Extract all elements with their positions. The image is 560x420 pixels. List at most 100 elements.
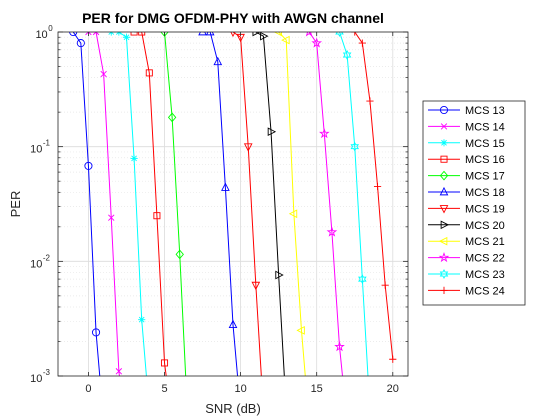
chart-title: PER for DMG OFDM-PHY with AWGN channel xyxy=(82,10,384,26)
data-point-marker xyxy=(358,39,366,47)
data-point-marker xyxy=(91,328,101,337)
data-point-marker xyxy=(260,32,269,41)
legend-marker xyxy=(438,236,448,246)
series-line xyxy=(134,32,167,376)
x-tick-label: 10 xyxy=(234,383,246,395)
y-tick-label-base: 10 xyxy=(30,373,42,385)
legend-label: MCS 23 xyxy=(465,269,505,281)
series-mcs-17 xyxy=(160,32,187,376)
data-point-marker xyxy=(381,281,389,289)
legend: MCS 13 MCS 14 MCS 15 MCS 16 MCS 17 MCS 18 MCS … xyxy=(422,100,526,306)
series-mcs-13 xyxy=(69,32,101,376)
series-line xyxy=(278,32,306,376)
series-line xyxy=(111,32,147,376)
data-point-marker xyxy=(275,270,284,280)
data-point-marker xyxy=(130,154,138,163)
legend-entry: MCS 13 xyxy=(428,105,505,117)
legend-marker xyxy=(440,286,448,294)
x-tick-label: 15 xyxy=(311,383,323,395)
series-line xyxy=(354,32,394,360)
y-tick-label-base: 10 xyxy=(35,29,47,41)
legend-label: MCS 14 xyxy=(465,121,505,133)
y-axis-label: PER xyxy=(8,191,23,218)
legend-entry: MCS 22 xyxy=(428,252,505,265)
legend-entry: MCS 17 xyxy=(428,171,505,183)
data-point-marker xyxy=(351,32,359,36)
x-axis-label: SNR (dB) xyxy=(205,401,261,416)
legend-marker xyxy=(438,252,450,263)
grid-layer xyxy=(58,31,408,377)
series-mcs-24 xyxy=(351,32,397,363)
series-mcs-18 xyxy=(198,32,239,376)
data-point-marker xyxy=(76,39,85,48)
data-point-marker xyxy=(342,50,352,60)
series-mcs-14 xyxy=(85,32,123,376)
data-point-marker xyxy=(252,32,261,37)
data-point-marker xyxy=(251,281,261,291)
legend-marker xyxy=(440,155,448,163)
data-point-marker xyxy=(373,182,382,191)
y-tick-label-base: 10 xyxy=(30,144,42,156)
data-point-marker xyxy=(92,32,100,36)
y-tick-label-base: 10 xyxy=(30,258,42,270)
data-point-marker xyxy=(69,32,78,37)
data-point-marker xyxy=(145,69,153,77)
series-mcs-22 xyxy=(305,32,345,376)
data-point-marker xyxy=(228,319,238,329)
x-tick-label: 20 xyxy=(387,383,399,395)
data-point-marker xyxy=(350,141,360,152)
data-point-marker xyxy=(221,182,230,191)
legend-entry: MCS 16 xyxy=(428,154,505,166)
data-point-marker xyxy=(281,35,290,45)
data-point-marker xyxy=(305,32,313,37)
series-line xyxy=(202,32,239,376)
data-point-marker xyxy=(389,355,397,363)
data-point-marker xyxy=(138,316,146,324)
legend-marker xyxy=(439,186,449,196)
legend-marker xyxy=(440,220,450,230)
data-point-marker xyxy=(175,249,184,260)
legend-marker xyxy=(439,170,449,181)
data-point-marker xyxy=(311,37,322,48)
legend-label: MCS 19 xyxy=(465,203,505,215)
data-point-marker xyxy=(161,359,169,367)
data-point-marker xyxy=(273,32,282,37)
legend-entry: MCS 23 xyxy=(428,269,505,281)
legend-label: MCS 13 xyxy=(465,105,505,117)
plot-frame xyxy=(57,31,409,377)
series-line xyxy=(339,32,369,376)
series-layer xyxy=(69,32,397,376)
series-line xyxy=(164,32,187,376)
y-tick-label-exponent: -2 xyxy=(43,253,51,262)
series-line xyxy=(72,32,101,376)
y-tick-label-exponent: 0 xyxy=(48,24,53,33)
data-point-marker xyxy=(108,214,115,221)
legend-marker xyxy=(439,105,449,115)
data-point-marker xyxy=(100,70,107,78)
data-point-marker xyxy=(122,33,131,41)
x-tick-label: 0 xyxy=(85,383,91,395)
legend-label: MCS 16 xyxy=(465,154,505,166)
data-point-marker xyxy=(358,274,367,285)
data-point-marker xyxy=(160,32,169,37)
data-point-marker xyxy=(326,226,338,237)
data-point-marker xyxy=(84,161,93,170)
data-point-marker xyxy=(335,32,344,37)
data-point-marker xyxy=(296,326,305,335)
legend-box xyxy=(422,100,526,306)
series-mcs-21 xyxy=(273,32,306,376)
y-tick-label-exponent: -1 xyxy=(43,139,51,148)
data-point-marker xyxy=(243,143,253,152)
series-mcs-15 xyxy=(107,32,147,376)
data-point-marker xyxy=(205,32,215,36)
legend-marker xyxy=(440,139,448,147)
legend-entry: MCS 15 xyxy=(428,138,505,150)
legend-marker xyxy=(439,205,449,214)
x-tick-label: 5 xyxy=(161,383,167,395)
legend-label: MCS 17 xyxy=(465,171,505,183)
legend-label: MCS 21 xyxy=(465,236,505,248)
legend-entry: MCS 18 xyxy=(428,186,505,199)
data-point-marker xyxy=(213,56,223,66)
legend-label: MCS 18 xyxy=(465,187,505,199)
